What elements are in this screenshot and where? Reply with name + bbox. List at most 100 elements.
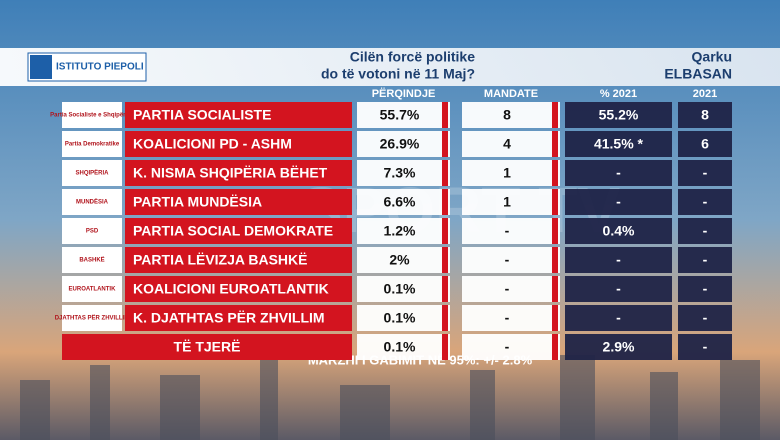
party-logo-box (62, 247, 122, 273)
column-header: 2021 (693, 88, 717, 100)
cell-stripe (442, 247, 448, 273)
party-name-bar (62, 334, 352, 360)
party-name-bar (125, 131, 352, 157)
cell (462, 131, 560, 157)
party-name: KOALICIONI EUROATLANTIK (133, 281, 329, 297)
party-logo-box (62, 276, 122, 302)
cell (678, 189, 732, 215)
party-logo-box (62, 305, 122, 331)
cell-stripe (442, 334, 448, 360)
cell (565, 247, 672, 273)
cell (678, 102, 732, 128)
cell (678, 160, 732, 186)
logo-icon (30, 55, 52, 79)
column-header: PËRQINDJE (372, 87, 436, 100)
party-logo-text: SHQIPËRIA (75, 170, 109, 177)
cell (462, 218, 560, 244)
party-name-bar (125, 102, 352, 128)
cell (357, 131, 450, 157)
cell-text: 26.9% (380, 136, 420, 152)
cell (678, 131, 732, 157)
cell (462, 305, 560, 331)
party-name-bar (125, 247, 352, 273)
cell-text: - (505, 310, 510, 326)
cell-text: 4 (503, 136, 511, 152)
cell (565, 276, 672, 302)
cell-text: 1 (503, 165, 511, 181)
cell-stripe (442, 102, 448, 128)
cell-stripe (552, 276, 558, 302)
cell (678, 247, 732, 273)
cell-text: - (505, 252, 510, 268)
party-name: PARTIA LËVIZJA BASHKË (133, 252, 308, 268)
cell-stripe (552, 218, 558, 244)
party-logo-text: DJATHTAS PËR ZHVILLIM (55, 315, 129, 322)
party-name-bar (125, 218, 352, 244)
cell-text: 6.6% (384, 194, 416, 210)
cell-text: - (505, 223, 510, 239)
party-name-bar (125, 160, 352, 186)
cell-stripe (442, 189, 448, 215)
cell (565, 131, 672, 157)
cell-text: - (616, 281, 621, 297)
cell-text: 1 (503, 194, 511, 210)
question: Cilën forcë politike (350, 49, 475, 65)
cell-stripe (552, 131, 558, 157)
cell-text: - (505, 281, 510, 297)
cell-stripe (442, 218, 448, 244)
party-name-bar (125, 189, 352, 215)
cell (357, 102, 450, 128)
cell (678, 276, 732, 302)
cell-text: 1.2% (384, 223, 416, 239)
party-logo-text: PSD (86, 229, 99, 235)
cell (357, 218, 450, 244)
party-name: K. NISMA SHQIPËRIA BËHET (133, 165, 328, 181)
cell (565, 334, 672, 360)
party-logo-text: Partia Socialiste e Shqipërisë (50, 113, 134, 119)
party-name-bar (125, 305, 352, 331)
cell-text: - (703, 223, 708, 239)
cell (357, 160, 450, 186)
cell-text: 55.7% (380, 107, 420, 123)
cell (565, 218, 672, 244)
party-name: PARTIA MUNDËSIA (133, 194, 262, 210)
party-logo-box (62, 131, 122, 157)
cell-text: 55.2% (599, 107, 639, 123)
cell (678, 334, 732, 360)
party-name: KOALICIONI PD - ASHM (133, 136, 292, 152)
party-name-bar (125, 276, 352, 302)
cell-text: - (616, 310, 621, 326)
cell-stripe (442, 276, 448, 302)
cell (462, 102, 560, 128)
cell-stripe (442, 305, 448, 331)
column-header: MANDATE (484, 88, 538, 100)
party-logo-box (62, 218, 122, 244)
cell (462, 334, 560, 360)
cell-text: 8 (503, 107, 511, 123)
cell-text: - (616, 194, 621, 210)
cell-stripe (552, 160, 558, 186)
cell-text: - (703, 194, 708, 210)
cell-text: - (616, 252, 621, 268)
cell-stripe (552, 305, 558, 331)
cell-text: - (616, 165, 621, 181)
party-logo-box (62, 189, 122, 215)
cell-stripe (552, 334, 558, 360)
question: do të votoni në 11 Maj? (321, 66, 475, 82)
cell-stripe (552, 189, 558, 215)
cell (357, 276, 450, 302)
cell (357, 189, 450, 215)
party-name: PARTIA SOCIALISTE (133, 107, 271, 123)
party-logo-text: BASHKË (79, 257, 104, 264)
party-logo-box (62, 102, 122, 128)
logo-text: ISTITUTO PIEPOLI (56, 62, 144, 73)
cell-stripe (442, 131, 448, 157)
cell (462, 276, 560, 302)
cell (462, 160, 560, 186)
cell (462, 189, 560, 215)
party-logo-text: MUNDËSIA (76, 199, 109, 206)
party-name: K. DJATHTAS PËR ZHVILLIM (133, 310, 325, 326)
party-logo-text: EUROATLANTIK (69, 287, 117, 293)
party-logo-text: Partia Demokratike (65, 142, 120, 148)
